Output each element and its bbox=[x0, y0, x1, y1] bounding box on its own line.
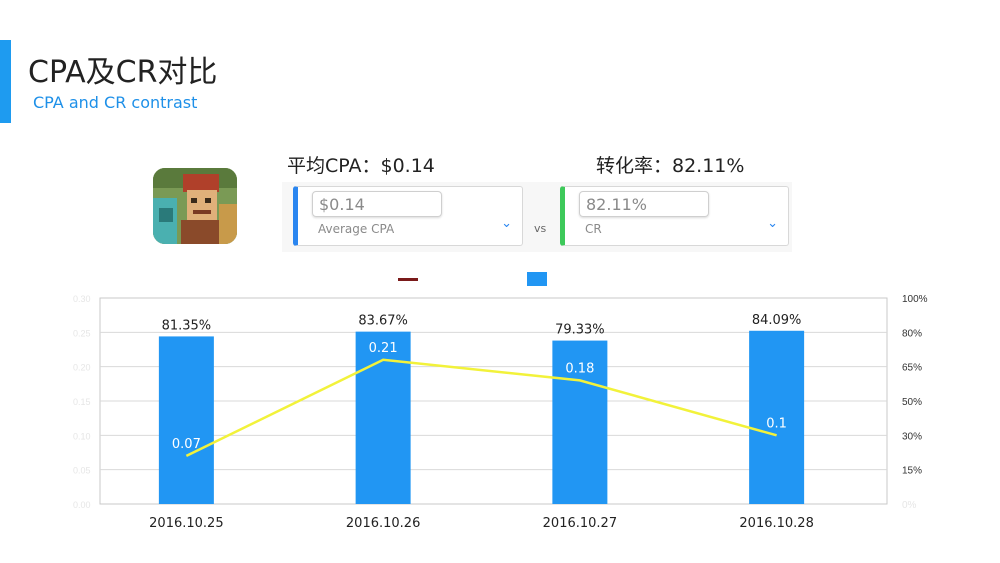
page-title: CPA及CR对比 bbox=[28, 55, 218, 90]
bar-value-label: 79.33% bbox=[555, 323, 605, 338]
conversion-rate-label: CR bbox=[585, 222, 602, 236]
left-axis-tick-label: 0.15 bbox=[73, 397, 91, 407]
average-cpa-card[interactable]: $0.14 Average CPA ⌄ bbox=[293, 186, 523, 246]
right-axis-tick-label: 50% bbox=[902, 397, 922, 408]
left-axis-tick-label: 0.05 bbox=[73, 466, 91, 476]
right-axis-tick-label: 0% bbox=[902, 500, 917, 511]
x-axis-tick-label: 2016.10.27 bbox=[543, 516, 617, 531]
vs-label: vs bbox=[534, 222, 547, 235]
x-axis-tick-label: 2016.10.26 bbox=[346, 516, 420, 531]
cpa-line bbox=[185, 358, 777, 458]
line-value-label: 0.21 bbox=[369, 341, 398, 356]
bar bbox=[355, 331, 411, 504]
line-value-label: 0.07 bbox=[172, 437, 201, 452]
legend-bar-swatch bbox=[527, 272, 547, 286]
bar-value-label: 84.09% bbox=[752, 313, 802, 328]
title-accent-bar bbox=[0, 40, 11, 123]
page-subtitle: CPA and CR contrast bbox=[33, 93, 198, 112]
chevron-down-icon[interactable]: ⌄ bbox=[501, 216, 512, 231]
right-axis-tick-label: 100% bbox=[902, 294, 928, 305]
legend-line-swatch bbox=[398, 278, 418, 281]
right-axis-tick-label: 80% bbox=[902, 328, 922, 339]
average-cpa-heading: 平均CPA：$0.14 bbox=[287, 155, 435, 177]
right-axis-tick-label: 15% bbox=[902, 466, 922, 477]
cpa-cr-combo-chart: 0.00 0.05 0.10 0.15 0.20 0.25 0.30 0% 15% 30% 50% 6… bbox=[73, 272, 928, 531]
right-axis-tick-label: 30% bbox=[902, 431, 922, 442]
average-cpa-label: Average CPA bbox=[318, 222, 395, 236]
left-axis-tick-label: 0.20 bbox=[73, 363, 91, 373]
chevron-down-icon[interactable]: ⌄ bbox=[767, 216, 778, 231]
left-axis-tick-label: 0.25 bbox=[73, 328, 91, 338]
left-axis-tick-label: 0.30 bbox=[73, 294, 91, 304]
bar bbox=[158, 336, 214, 504]
app-icon bbox=[153, 168, 237, 244]
left-axis-tick-label: 0.00 bbox=[73, 500, 91, 510]
right-axis-tick-label: 65% bbox=[902, 363, 922, 374]
bar-value-label: 83.67% bbox=[358, 314, 408, 329]
x-axis-tick-label: 2016.10.28 bbox=[739, 516, 813, 531]
bar bbox=[552, 340, 608, 504]
bar-value-label: 81.35% bbox=[162, 318, 212, 333]
bar bbox=[749, 330, 805, 504]
conversion-rate-heading: 转化率：82.11% bbox=[596, 155, 745, 177]
line-value-label: 0.18 bbox=[565, 361, 594, 376]
left-axis-tick-label: 0.10 bbox=[73, 431, 91, 441]
average-cpa-value: $0.14 bbox=[312, 191, 442, 217]
x-axis-tick-label: 2016.10.25 bbox=[149, 516, 223, 531]
conversion-rate-value: 82.11% bbox=[579, 191, 709, 217]
conversion-rate-card[interactable]: 82.11% CR ⌄ bbox=[560, 186, 789, 246]
line-value-label: 0.1 bbox=[766, 416, 787, 431]
